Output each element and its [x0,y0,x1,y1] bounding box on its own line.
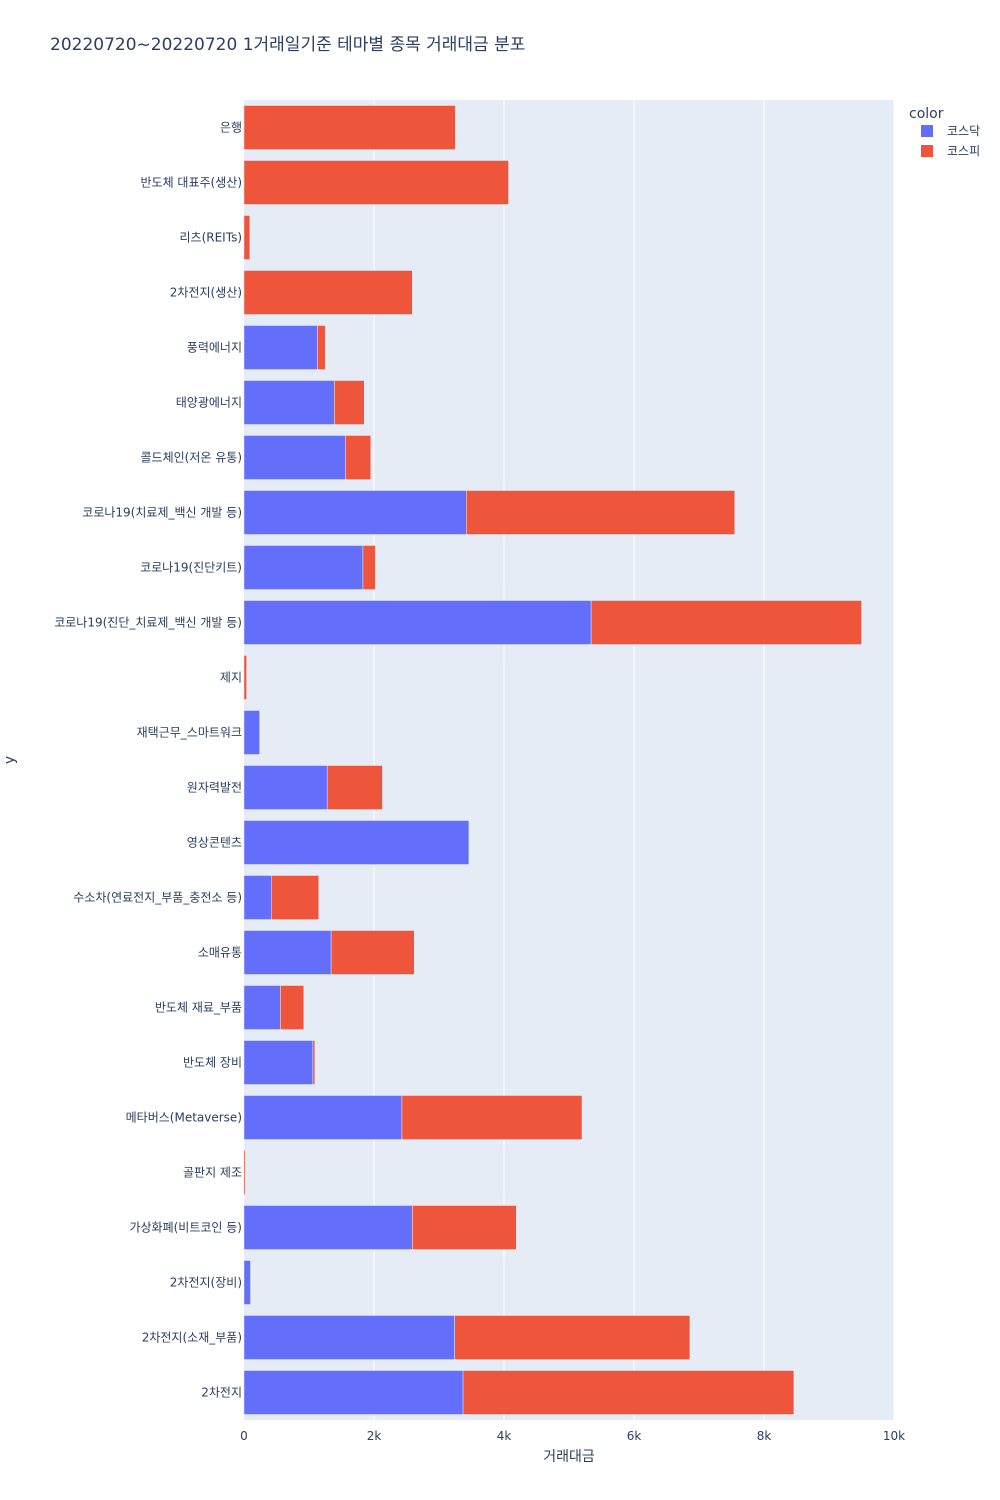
plot-area [244,100,894,1420]
y-tick-label: 반도체 장비 [183,1056,242,1070]
y-tick-label: 2차전지(장비) [170,1276,242,1290]
y-tick-label: 재택근무_스마트워크 [137,726,242,740]
y-tick-label: 코로나19(진단_치료제_백신 개발 등) [54,616,242,630]
bar-코스피[interactable] [271,875,319,920]
bar-코스피[interactable] [243,1150,246,1195]
bar-코스피[interactable] [590,600,862,645]
y-axis-title: y [2,756,18,764]
y-tick-label: 반도체 재료_부품 [155,1001,242,1015]
y-tick-label: 소매유통 [198,946,242,960]
bar-코스피[interactable] [243,160,509,205]
bar-코스닥[interactable] [243,545,364,590]
bar-코스피[interactable] [243,215,251,260]
x-tick-label: 8k [757,1429,772,1443]
bar-코스닥[interactable] [243,710,260,755]
bar-코스피[interactable] [280,985,305,1030]
y-tick-label: 2차전지(소재_부품) [142,1331,242,1345]
bar-코스피[interactable] [334,380,365,425]
y-tick-label: 리츠(REITs) [180,231,243,245]
y-tick-label: 은행 [220,120,242,135]
bar-코스피[interactable] [345,435,371,480]
bar-코스피[interactable] [326,765,383,810]
bar-코스닥[interactable] [243,600,592,645]
bar-코스피[interactable] [462,1370,795,1415]
bar-코스닥[interactable] [243,1315,455,1360]
y-tick-label: 코로나19(치료제_백신 개발 등) [82,506,242,520]
bar-코스피[interactable] [243,105,456,150]
y-tick-label: 영상콘텐츠 [187,836,242,850]
gridlines [373,100,895,1420]
x-tick-labels: 0 2k 4k 6k 8k 10k [240,1429,905,1443]
y-tick-label: 골판지 제조 [183,1166,242,1180]
bar-코스피[interactable] [466,490,735,535]
x-tick-label: 2k [367,1429,382,1443]
bar-코스닥[interactable] [243,325,318,370]
bar-코스닥[interactable] [243,985,281,1030]
y-tick-label: 반도체 대표주(생산) [141,176,243,190]
chart-title: 20220720~20220720 1거래일기준 테마별 종목 거래대금 분포 [50,35,525,55]
y-tick-label: 제지 [220,671,242,685]
bar-코스피[interactable] [401,1095,583,1140]
y-tick-labels: 2차전지 2차전지(소재_부품) 2차전지(장비) 가상화폐(비트코인 등) 골판지 제… [54,120,242,1400]
bar-코스닥[interactable] [243,930,332,975]
bar-코스닥[interactable] [243,1040,314,1085]
bar-코스피[interactable] [317,325,326,370]
x-axis-title: 거래대금 [543,1449,595,1465]
bar-코스닥[interactable] [243,1260,251,1305]
bar-코스피[interactable] [243,655,247,700]
legend-label[interactable]: 코스피 [947,144,980,158]
bar-코스닥[interactable] [243,1205,413,1250]
y-tick-label: 메타버스(Metaverse) [126,1111,242,1125]
bar-코스피[interactable] [454,1315,691,1360]
y-tick-label: 콜드체인(저온 유통) [141,451,243,465]
y-tick-label: 코로나19(진단키트) [140,561,242,575]
x-tick-label: 0 [240,1429,248,1443]
bar-코스닥[interactable] [243,820,470,865]
y-tick-label: 수소차(연료전지_부품_충전소 등) [73,891,242,905]
bar-코스닥[interactable] [243,490,467,535]
bar-코스닥[interactable] [243,1095,403,1140]
bar-코스닥[interactable] [243,435,346,480]
bar-코스닥[interactable] [243,875,272,920]
y-tick-label: 태양광에너지 [176,396,242,410]
legend-title: color [909,106,944,122]
x-tick-label: 10k [883,1429,905,1443]
bar-코스닥[interactable] [243,1370,464,1415]
y-tick-label: 원자력발전 [187,781,242,795]
bar-코스피[interactable] [362,545,376,590]
bar-코스닥[interactable] [243,765,328,810]
y-tick-label: 가상화폐(비트코인 등) [129,1221,242,1235]
y-tick-label: 2차전지 [201,1386,242,1400]
x-tick-label: 4k [497,1429,512,1443]
bar-코스닥[interactable] [243,380,335,425]
bars [243,105,862,1415]
y-tick-label: 2차전지(생산) [170,286,242,300]
y-tick-label: 풍력에너지 [187,341,242,355]
legend-swatch[interactable] [921,145,933,157]
bar-코스피[interactable] [243,270,413,315]
bar-코스피[interactable] [412,1205,517,1250]
legend-label[interactable]: 코스닥 [947,124,980,138]
bar-코스피[interactable] [330,930,415,975]
legend-swatch[interactable] [921,125,933,137]
x-tick-label: 6k [627,1429,642,1443]
bar-코스피[interactable] [312,1040,316,1085]
